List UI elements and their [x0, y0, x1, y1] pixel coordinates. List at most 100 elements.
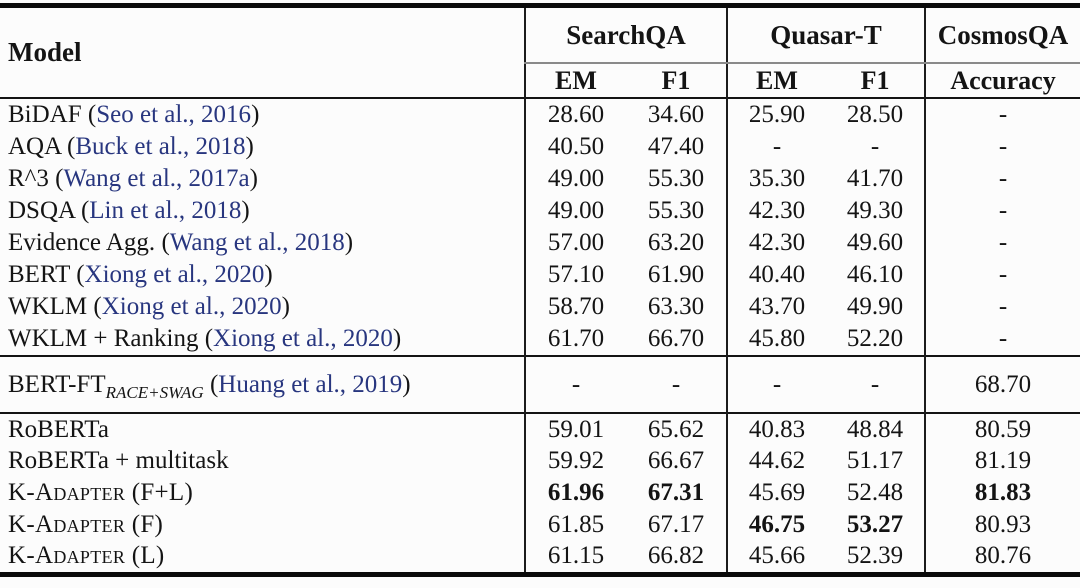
- citation-link[interactable]: Xiong et al., 2020: [213, 325, 393, 352]
- value-cell: 59.01: [524, 413, 626, 446]
- value-cell: 67.31: [647, 478, 705, 506]
- table-row: AQA (Buck et al., 2018) 40.50 47.40- - -: [0, 131, 1080, 163]
- value-cell: 45.80: [726, 323, 826, 356]
- model-name: DSQA: [8, 197, 75, 224]
- table-row: BERT (Xiong et al., 2020) 57.10 61.90 40.40…: [0, 259, 1080, 291]
- value-cell: 59.92: [524, 445, 626, 478]
- model-name: K-Adapter (L): [8, 542, 165, 570]
- value-cell: 63.20: [647, 229, 705, 256]
- value-cell: 57.10: [524, 259, 626, 291]
- citation-link[interactable]: Huang et al., 2019: [218, 370, 403, 398]
- value-cell: 41.70: [846, 165, 904, 192]
- value-cell: 80.76: [924, 540, 1080, 575]
- value-cell: -: [924, 227, 1080, 259]
- model-name: WKLM: [8, 293, 88, 320]
- column-header-quasart-f1: F1: [860, 65, 890, 95]
- citation-link[interactable]: Wang et al., 2018: [169, 229, 345, 256]
- value-cell: 66.67: [647, 447, 705, 475]
- model-name: K-Adapter (F): [8, 510, 164, 538]
- table-row: RoBERTa + multitask 59.92 66.67 44.62 51.17 8…: [0, 445, 1080, 478]
- column-header-searchqa: SearchQA: [524, 5, 727, 64]
- value-cell: -: [924, 163, 1080, 195]
- column-header-searchqa-f1: F1: [661, 65, 691, 95]
- value-cell: 61.90: [647, 261, 705, 288]
- table-row: R^3 (Wang et al., 2017a) 49.00 55.30 35.30 4…: [0, 163, 1080, 195]
- model-cell: K-Adapter (F+L): [0, 477, 525, 509]
- citation-link[interactable]: Xiong et al., 2020: [101, 293, 282, 320]
- value-cell: 47.40: [647, 133, 705, 160]
- table-row: WKLM + Ranking (Xiong et al., 2020) 61.70…: [0, 323, 1080, 356]
- model-name: BiDAF: [8, 101, 82, 128]
- value-cell: 58.70: [524, 291, 626, 323]
- citation-link[interactable]: Lin et al., 2018: [89, 197, 242, 224]
- citation-link[interactable]: Buck et al., 2018: [75, 133, 246, 160]
- value-cell: 52.39: [846, 542, 904, 570]
- value-cell: 52.48: [846, 478, 904, 506]
- column-header-searchqa-em: EM: [524, 63, 626, 98]
- value-cell: 42.30: [726, 195, 826, 227]
- model-cell: Evidence Agg. (Wang et al., 2018): [8, 229, 354, 256]
- value-cell: 49.00: [524, 163, 626, 195]
- citation-link[interactable]: Wang et al., 2017a: [63, 165, 250, 192]
- value-cell: 28.60: [524, 98, 626, 131]
- model-cell: DSQA (Lin et al., 2018): [8, 197, 250, 224]
- model-name: AQA: [8, 133, 61, 160]
- table-row: WKLM (Xiong et al., 2020) 58.70 63.30 43.70…: [0, 291, 1080, 323]
- table-row: K-Adapter (F) 61.85 67.17 46.75 53.27 80.93: [0, 508, 1080, 541]
- table-row: RoBERTa 59.01 65.62 40.83 48.84 80.59: [0, 413, 1080, 446]
- value-cell: -: [924, 323, 1080, 356]
- value-cell: 51.17: [846, 447, 904, 475]
- model-cell: R^3 (Wang et al., 2017a): [8, 165, 258, 192]
- model-name: RoBERTa: [8, 415, 109, 443]
- value-cell: -: [924, 195, 1080, 227]
- value-cell: 40.50: [524, 131, 626, 163]
- value-cell: 80.59: [924, 413, 1080, 446]
- baselines-section: BiDAF (Seo et al., 2016) 28.60 34.60 25.90 2…: [0, 98, 1080, 356]
- value-cell: 28.50: [846, 101, 904, 128]
- bert-ft-section: BERT-FTRACE+SWAG (Huang et al., 2019) - - -…: [0, 356, 1080, 413]
- column-header-model: Model: [8, 37, 82, 67]
- roberta-kadapter-section: RoBERTa 59.01 65.62 40.83 48.84 80.59 RoBERTa …: [0, 413, 1080, 575]
- value-cell: 61.15: [524, 540, 626, 575]
- value-cell: 61.85: [524, 508, 626, 541]
- value-cell: 35.30: [726, 163, 826, 195]
- model-name: BERT: [8, 261, 70, 288]
- model-name: WKLM + Ranking: [8, 325, 199, 352]
- table-row: K-Adapter (F+L) 61.96 67.31 45.69 52.48 81.83: [0, 477, 1080, 509]
- model-subscript: RACE+SWAG: [105, 382, 204, 402]
- model-cell: K-Adapter (L): [0, 540, 525, 574]
- value-cell: 45.66: [726, 540, 826, 575]
- value-cell: 40.40: [726, 259, 826, 291]
- model-cell: RoBERTa: [0, 413, 525, 446]
- model-cell: AQA (Buck et al., 2018): [8, 133, 254, 160]
- value-cell: 34.60: [647, 101, 705, 128]
- value-cell: -: [671, 370, 681, 398]
- value-cell: 61.96: [524, 477, 626, 509]
- value-cell: 63.30: [647, 293, 705, 320]
- model-cell: WKLM + Ranking (Xiong et al., 2020): [8, 325, 402, 352]
- column-header-quasart-em: EM: [726, 63, 826, 98]
- model-cell: BiDAF (Seo et al., 2016): [8, 101, 260, 128]
- value-cell: -: [870, 370, 880, 398]
- value-cell: 55.30: [647, 165, 705, 192]
- value-cell: 49.00: [524, 195, 626, 227]
- value-cell: 57.00: [524, 227, 626, 259]
- value-cell: 44.62: [726, 445, 826, 478]
- value-cell: 61.70: [524, 323, 626, 356]
- value-cell: 49.60: [846, 229, 904, 256]
- table-row: DSQA (Lin et al., 2018) 49.00 55.30 42.30 49…: [0, 195, 1080, 227]
- citation-link[interactable]: Xiong et al., 2020: [84, 261, 265, 288]
- value-cell: 66.70: [647, 325, 705, 352]
- value-cell: -: [524, 356, 626, 413]
- value-cell: 45.69: [726, 477, 826, 509]
- column-header-cosmosqa-accuracy: Accuracy: [924, 63, 1080, 98]
- citation-link[interactable]: Seo et al., 2016: [96, 101, 252, 128]
- value-cell: 49.30: [846, 197, 904, 224]
- value-cell: -: [726, 356, 826, 413]
- model-cell: BERT-FTRACE+SWAG (Huang et al., 2019): [8, 370, 411, 402]
- table-row: BiDAF (Seo et al., 2016) 28.60 34.60 25.90 2…: [0, 98, 1080, 131]
- value-cell: 46.75: [726, 508, 826, 541]
- value-cell: 55.30: [647, 197, 705, 224]
- value-cell: 65.62: [647, 415, 705, 443]
